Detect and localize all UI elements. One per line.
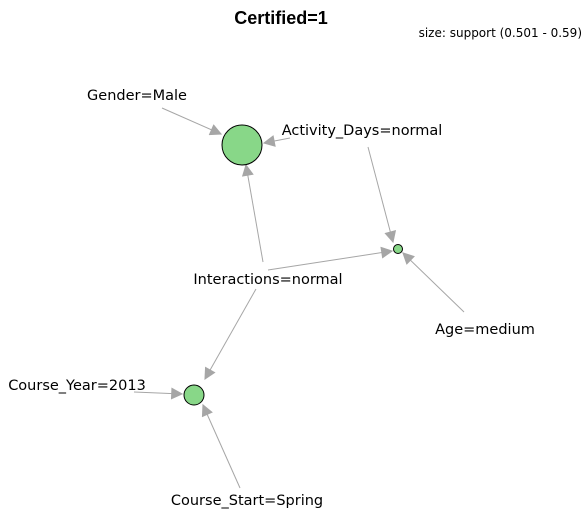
rule-node-2[interactable] [393, 244, 403, 254]
item-label-activity: Activity_Days=normal [282, 123, 443, 139]
edge-interactions-to-rule-3 [204, 288, 257, 381]
edge-activity-to-rule-1 [262, 135, 291, 147]
edge-interactions-to-rule-2 [267, 246, 394, 271]
item-label-gender: Gender=Male [87, 88, 187, 104]
rule-nodes [183, 124, 403, 406]
edge-activity-to-rule-2 [367, 146, 397, 244]
item-label-start: Course_Start=Spring [171, 493, 323, 509]
edges [133, 107, 465, 489]
item-label-age: Age=medium [435, 322, 535, 338]
size-legend: size: support (0.501 - 0.59) [419, 26, 582, 40]
edge-interactions-to-rule-1 [241, 163, 264, 263]
edge-year-to-rule-3 [133, 387, 184, 400]
chart-title: Certified=1 [234, 8, 328, 28]
edge-gender-to-rule-1 [161, 107, 223, 136]
item-labels: Gender=Male Activity_Days=normal Interac… [8, 88, 535, 509]
item-label-interactions: Interactions=normal [193, 272, 342, 288]
item-label-year: Course_Year=2013 [8, 378, 146, 394]
rule-node-1[interactable] [221, 124, 263, 166]
edge-age-to-rule-2 [402, 252, 465, 313]
rule-node-3[interactable] [183, 384, 205, 406]
edge-start-to-rule-3 [201, 403, 241, 489]
